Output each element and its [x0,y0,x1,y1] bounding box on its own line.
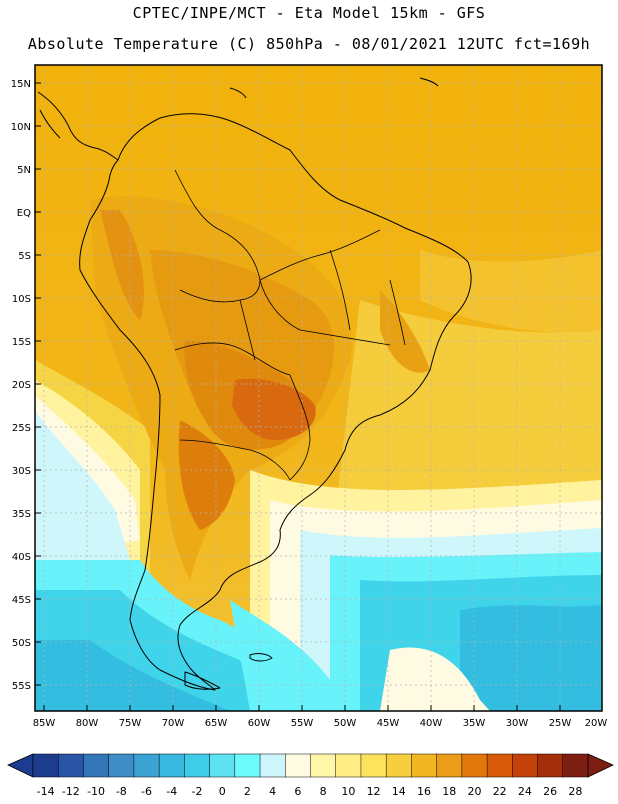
map-frame [34,64,603,712]
lon-label: 45W [377,718,400,729]
colorbar-swatch [57,753,85,778]
colorbar-swatch [184,753,211,778]
lon-label: 75W [119,718,142,729]
colorbar-swatch [486,753,513,778]
colorbar-label: 12 [367,785,381,798]
lon-label: 50W [334,718,357,729]
lon-label: 30W [506,718,529,729]
lon-label: 80W [76,718,99,729]
lon-label: 35W [463,718,486,729]
lat-label: EQ [17,208,31,219]
colorbar-swatch [234,753,261,778]
lat-label: 10N [11,122,31,133]
colorbar-label: 8 [320,785,327,798]
colorbar-swatch [411,753,438,778]
colorbar-label: -10 [87,785,105,798]
colorbar-label: 20 [467,785,481,798]
colorbar-swatch [360,753,387,778]
colorbar-label: 24 [518,785,532,798]
colorbar-swatch [209,753,236,778]
colorbar-label: 2 [244,785,251,798]
colorbar-high-arrow [587,753,614,778]
colorbar-swatch [32,753,59,778]
colorbar-label: 6 [294,785,301,798]
colorbar-label: 10 [341,785,355,798]
coastlines [37,77,472,691]
colorbar-label: 22 [493,785,507,798]
lat-label: 40S [12,552,31,563]
colorbar-label: -4 [166,785,177,798]
colorbar-labels: -14 -12 -10 -8 -6 -4 -2 0 2 4 6 8 10 12 14 16 18 20 22 24 26… [37,785,583,798]
colorbar-swatch [537,753,564,778]
colorbar-label: 18 [442,785,456,798]
lat-label: 5S [18,251,31,262]
lat-label: 20S [12,380,31,391]
lat-label: 30S [12,466,31,477]
colorbar-low-arrow [7,753,34,778]
colorbar-swatch [158,753,185,778]
colorbar-swatch [133,753,160,778]
colorbar-label: 0 [219,785,226,798]
lat-label: 15N [11,79,31,90]
colorbar-label: 26 [543,785,557,798]
lon-label: 65W [205,718,228,729]
colorbar-swatch [259,753,286,778]
lon-label: 20W [585,718,608,729]
colorbar-label: -8 [116,785,127,798]
colorbar-swatch [562,753,589,778]
colorbar-swatch [512,753,539,778]
colorbar-segments [32,753,589,778]
latitude-labels: 15N 10N 5N EQ 5S 10S 15S 20S 25S 30S 35S… [11,79,31,692]
lon-label: 60W [248,718,271,729]
colorbar-swatch [461,753,488,778]
colorbar-label: -6 [141,785,152,798]
colorbar-label: -14 [37,785,55,798]
colorbar-label: 16 [417,785,431,798]
colorbar-label: 14 [392,785,406,798]
lat-label: 25S [12,423,31,434]
lat-label: 10S [12,294,31,305]
lat-label: 15S [12,337,31,348]
temperature-field [35,65,602,711]
lon-label: 55W [291,718,314,729]
colorbar-swatch [335,753,362,778]
lat-label: 50S [12,638,31,649]
chart-title-line2: Absolute Temperature (C) 850hPa - 08/01/… [27,35,591,53]
colorbar-swatch [83,753,110,778]
lon-label: 40W [420,718,443,729]
lon-label: 25W [549,718,572,729]
lat-label: 35S [12,509,31,520]
colorbar: -14 -12 -10 -8 -6 -4 -2 0 2 4 6 8 10 12 14 16 18 20 22 24 26… [7,753,614,798]
colorbar-label: 4 [269,785,276,798]
lat-label: 55S [12,681,31,692]
colorbar-label: -12 [62,785,80,798]
colorbar-swatch [310,753,337,778]
colorbar-label: 28 [568,785,582,798]
lon-label: 85W [33,718,56,729]
colorbar-swatch [285,753,312,778]
colorbar-swatch [436,753,463,778]
lat-label: 5N [17,165,31,176]
lat-label: 45S [12,595,31,606]
lon-label: 70W [162,718,185,729]
country-borders [174,169,406,481]
longitude-labels: 85W 80W 75W 70W 65W 60W 55W 50W 45W 40W … [33,718,608,729]
colorbar-swatch [385,753,412,778]
chart-title-line1: CPTEC/INPE/MCT - Eta Model 15km - GFS [132,4,486,22]
colorbar-label: -2 [191,785,202,798]
colorbar-swatch [108,753,135,778]
axis-ticks [35,82,561,711]
